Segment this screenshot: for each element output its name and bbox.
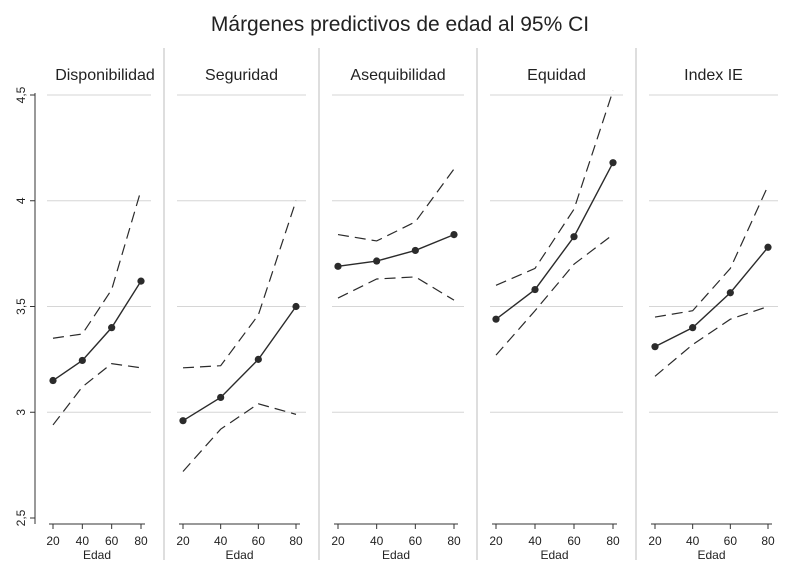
estimate-point	[492, 315, 500, 323]
x-axis-label: Edad	[225, 548, 253, 562]
upper-ci-line	[337, 168, 455, 242]
panel-disponibilidad: Disponibilidad 20 40 60 80 Edad	[46, 48, 165, 562]
panel-title: Asequibilidad	[350, 67, 445, 84]
x-tick-label: 80	[447, 534, 461, 548]
estimate-point	[179, 417, 187, 425]
estimate-point	[254, 355, 262, 363]
y-tick-label: 4,5	[14, 86, 28, 103]
estimate-point	[217, 393, 225, 402]
x-tick-label: 20	[176, 534, 190, 548]
x-tick-label: 40	[370, 534, 384, 548]
panel-seguridad: Seguridad 20 40 60 80 Edad	[176, 48, 320, 562]
estimate-point	[450, 230, 458, 239]
x-tick-label: 40	[528, 534, 542, 548]
y-tick-label: 3	[14, 409, 28, 416]
x-tick-label: 60	[724, 534, 738, 548]
estimate-point	[764, 243, 772, 251]
x-tick-label: 20	[331, 534, 345, 548]
lower-ci-line	[495, 234, 614, 356]
estimate-line	[654, 246, 769, 348]
lower-ci-line	[52, 362, 142, 426]
y-tick-label: 3,5	[14, 298, 28, 315]
lower-ci-line	[654, 305, 769, 377]
x-tick-label: 40	[76, 534, 90, 548]
estimate-point	[334, 262, 342, 270]
estimate-point	[411, 246, 419, 255]
x-axis-label: Edad	[382, 548, 410, 562]
estimate-point	[137, 277, 145, 285]
upper-ci-line	[654, 185, 769, 318]
x-tick-label: 80	[289, 534, 303, 548]
lower-ci-line	[182, 403, 297, 472]
panel-title: Disponibilidad	[55, 67, 155, 84]
x-tick-label: 40	[686, 534, 700, 548]
upper-ci-line	[495, 90, 614, 286]
x-tick-label: 80	[606, 534, 620, 548]
x-tick-label: 20	[648, 534, 662, 548]
x-tick-label: 40	[214, 534, 228, 548]
estimate-line	[337, 233, 455, 268]
panel-title: Seguridad	[205, 67, 278, 84]
estimate-line	[52, 280, 142, 382]
estimate-point	[651, 343, 659, 351]
estimate-point	[531, 285, 539, 294]
x-tick-label: 60	[567, 534, 581, 548]
estimate-point	[373, 257, 381, 265]
panel-title: Index IE	[684, 67, 743, 84]
lower-ci-line	[337, 276, 455, 301]
panel-equidad: Equidad 20 40 60 80 Edad	[489, 48, 637, 562]
y-tick-label: 4	[14, 197, 28, 204]
x-tick-label: 80	[761, 534, 775, 548]
x-tick-label: 20	[489, 534, 503, 548]
estimate-line	[495, 162, 614, 320]
x-tick-label: 20	[46, 534, 60, 548]
panel-title: Equidad	[527, 67, 586, 84]
estimate-point	[292, 302, 300, 311]
x-tick-label: 60	[252, 534, 266, 548]
panel-asequibilidad: Asequibilidad 20 40 60 80 Edad	[331, 48, 478, 562]
estimate-point	[689, 324, 697, 332]
y-axis: 2,5 3 3,5 4 4,5	[14, 86, 36, 526]
upper-ci-line	[182, 200, 297, 369]
x-tick-label: 60	[409, 534, 423, 548]
x-axis-label: Edad	[697, 548, 725, 562]
estimate-point	[726, 289, 734, 297]
estimate-point	[49, 376, 57, 385]
estimate-point	[78, 356, 86, 365]
x-tick-label: 80	[134, 534, 148, 548]
panel-index-ie: Index IE 20 40 60 80 Edad	[648, 67, 778, 562]
x-tick-label: 60	[105, 534, 119, 548]
estimate-line	[182, 306, 297, 422]
x-axis-label: Edad	[540, 548, 568, 562]
estimate-point	[609, 159, 617, 167]
upper-ci-line	[52, 190, 142, 339]
chart-title: Márgenes predictivos de edad al 95% CI	[211, 13, 589, 36]
x-axis-label: Edad	[83, 548, 111, 562]
estimate-point	[108, 324, 116, 332]
estimate-point	[570, 233, 578, 241]
y-tick-label: 2,5	[14, 509, 28, 526]
